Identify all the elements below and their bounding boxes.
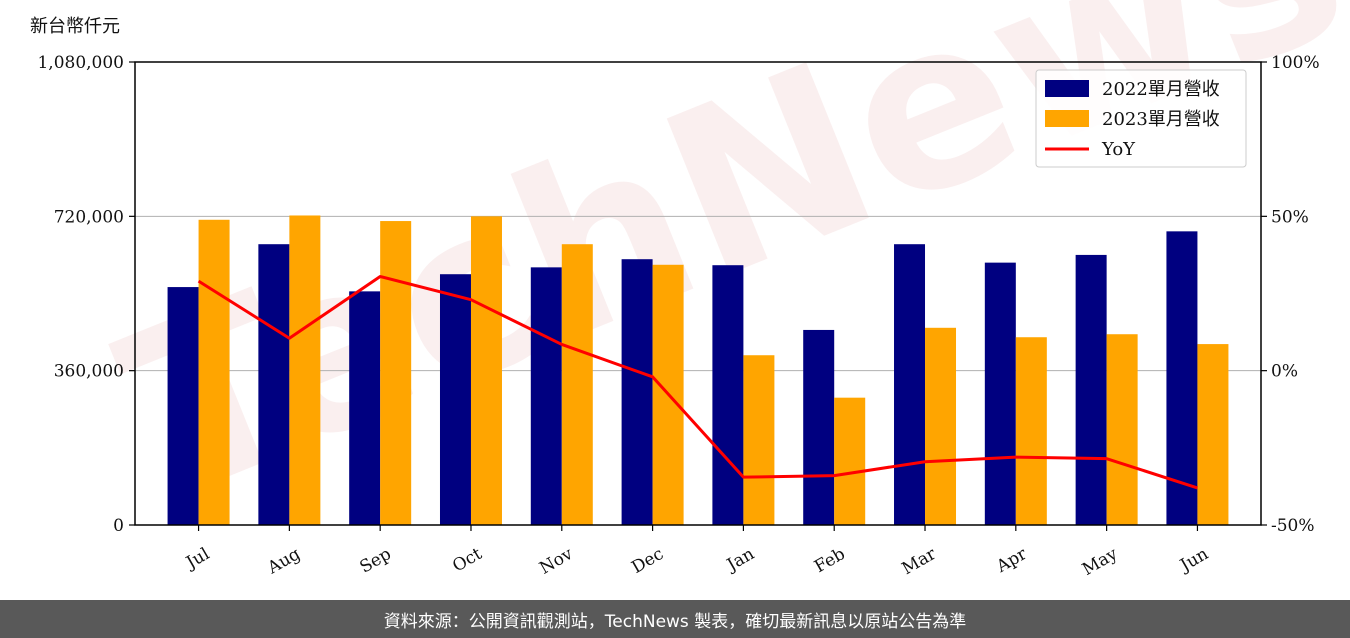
x-tick-label: Mar [899, 544, 941, 580]
y-left-tick-label: 1,080,000 [37, 53, 124, 73]
y-axis-unit-label: 新台幣仟元 [30, 16, 120, 37]
y-right-tick-label: 0% [1271, 362, 1298, 382]
bar-2022-feb [803, 329, 835, 525]
y-left-tick-label: 720,000 [54, 207, 124, 227]
bar-2023-jan [743, 355, 775, 525]
x-tick-label: Apr [992, 544, 1031, 578]
bar-2023-jul [198, 219, 230, 525]
x-tick-label: May [1079, 544, 1122, 580]
x-tick-label: Jun [1175, 544, 1212, 577]
bar-2022-jul [167, 287, 199, 525]
bar-2022-jan [712, 265, 744, 525]
y-right-tick-label: 50% [1271, 207, 1309, 227]
y-left-tick-label: 360,000 [54, 362, 124, 382]
bar-2023-nov [561, 244, 593, 525]
bar-2022-mar [894, 244, 926, 525]
legend-label-yoy: YoY [1101, 139, 1136, 160]
bar-2023-feb [834, 397, 866, 525]
bar-2023-may [1106, 334, 1138, 525]
legend: 2022單月營收 2023單月營收 YoY [1035, 69, 1247, 168]
x-tick-label: Aug [263, 544, 304, 579]
bar-2022-apr [984, 262, 1016, 525]
x-tick-label: Jul [181, 544, 213, 574]
bar-2022-aug [258, 244, 290, 525]
legend-swatch-2022 [1045, 80, 1089, 97]
x-tick-label: Feb [811, 544, 849, 577]
bar-2023-mar [925, 327, 957, 525]
x-tick-label: Nov [536, 544, 576, 579]
x-tick-label: Sep [356, 544, 394, 578]
y-left-tick-label: 0 [113, 516, 124, 536]
bar-2022-oct [439, 274, 471, 525]
bar-2022-sep [349, 291, 381, 525]
bar-2022-jun [1166, 231, 1198, 526]
bar-2022-dec [621, 259, 653, 525]
revenue-chart: TechNews 0360,000720,0001,080,000-50%0%5… [37, 0, 1350, 580]
x-tick-label: Jan [722, 544, 758, 576]
bar-2023-jun [1197, 344, 1229, 525]
y-right-tick-label: -50% [1271, 516, 1315, 536]
y-right-tick-label: 100% [1271, 53, 1320, 73]
x-tick-label: Oct [449, 544, 485, 577]
legend-label-2023: 2023單月營收 [1102, 109, 1220, 130]
bar-2023-oct [470, 216, 502, 526]
bar-2022-may [1075, 254, 1107, 525]
bar-2023-aug [289, 215, 321, 525]
yoy-series-line [197, 275, 1198, 490]
legend-label-2022: 2022單月營收 [1102, 79, 1220, 100]
bar-2023-apr [1015, 337, 1047, 525]
yoy-line [197, 275, 1198, 490]
legend-swatch-2023 [1045, 110, 1089, 127]
source-footer: 資料來源：公開資訊觀測站，TechNews 製表，確切最新訊息以原站公告為準 [0, 600, 1350, 638]
bar-2022-nov [530, 267, 562, 525]
plot-frame [134, 61, 1262, 526]
bar-2023-sep [380, 221, 412, 525]
x-tick-label: Dec [628, 544, 667, 578]
